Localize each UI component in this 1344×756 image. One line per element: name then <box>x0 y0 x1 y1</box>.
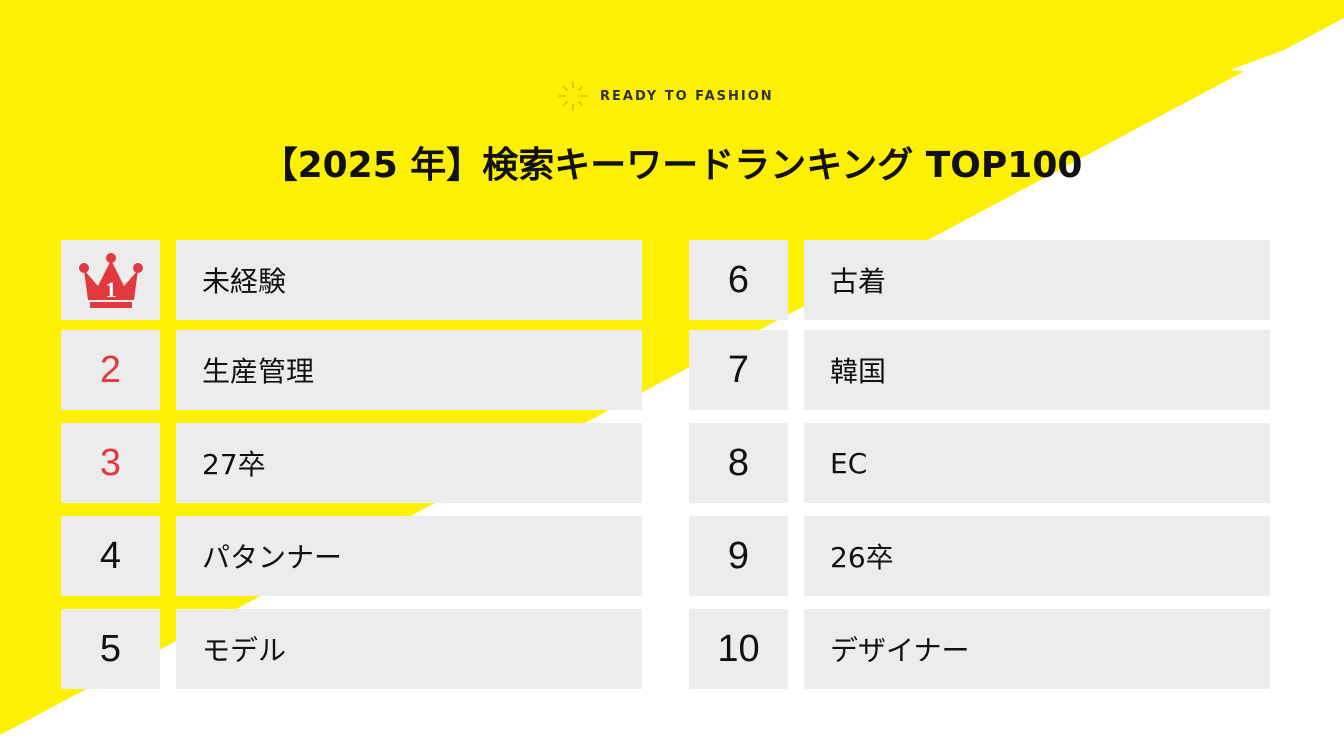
keyword-9: 26卒 <box>804 516 1270 596</box>
keyword-7: 韓国 <box>804 330 1270 410</box>
keyword-6: 古着 <box>804 240 1270 320</box>
rank-number-9: 9 <box>689 516 788 596</box>
rank-number-5: 5 <box>61 609 160 689</box>
rank-number-7: 7 <box>689 330 788 410</box>
crown-rank-label: 1 <box>105 277 116 302</box>
rank-number-10: 10 <box>689 609 788 689</box>
rank-number-2: 2 <box>61 330 160 410</box>
keyword-5: モデル <box>176 609 642 689</box>
keyword-4: パタンナー <box>176 516 642 596</box>
rank-number-3: 3 <box>61 423 160 503</box>
brand-logo: READY TO FASHION <box>556 80 774 112</box>
rank-number-8: 8 <box>689 423 788 503</box>
keyword-8: EC <box>804 423 1270 503</box>
rank-number-6: 6 <box>689 240 788 320</box>
keyword-1: 未経験 <box>176 240 642 320</box>
sparkle-icon <box>558 81 588 111</box>
keyword-2: 生産管理 <box>176 330 642 410</box>
brand-name: READY TO FASHION <box>600 88 774 104</box>
rank-number-1: 1 <box>61 240 160 320</box>
keyword-10: デザイナー <box>804 609 1270 689</box>
page-title: 【2025 年】検索キーワードランキング TOP100 <box>261 145 1083 186</box>
keyword-3: 27卒 <box>176 423 642 503</box>
crown-icon: 1 <box>78 253 143 308</box>
rank-number-4: 4 <box>61 516 160 596</box>
